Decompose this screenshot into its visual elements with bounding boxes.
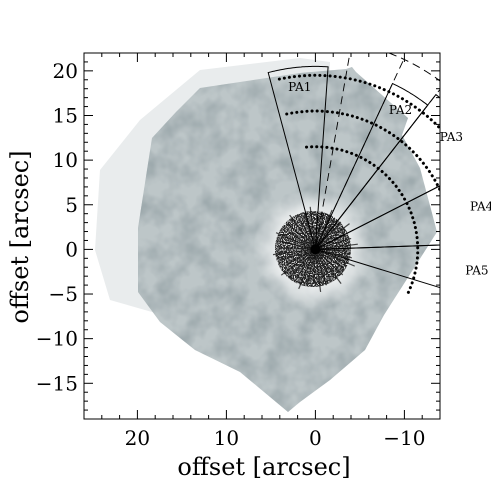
ring-dotted — [277, 73, 440, 131]
mask-ray — [300, 220, 315, 247]
mask-ray — [275, 232, 313, 249]
mask-ray — [279, 249, 313, 261]
mask-ray — [315, 212, 325, 247]
sector-label: PA3 — [440, 130, 463, 144]
x-tick-label: −10 — [383, 426, 425, 450]
y-tick-label: 5 — [65, 193, 78, 217]
mask-ray — [280, 251, 313, 276]
central-mask — [310, 244, 321, 255]
mask-ray — [318, 237, 352, 249]
sector-labels: PA1 PA2 PA3 PA4 PA5 — [288, 80, 491, 278]
sector-outline — [267, 65, 329, 247]
mask-ray — [316, 222, 334, 247]
image-map — [95, 58, 437, 412]
overlay — [267, 53, 440, 295]
mask-ray — [317, 221, 342, 248]
tick-labels: 20 10 0 −10 20 15 10 5 0 −5 −10 −15 — [36, 59, 426, 450]
sector-outline — [316, 82, 429, 247]
y-tick-label: −5 — [49, 282, 78, 306]
y-axis-label: offset [arcsec] — [6, 150, 34, 323]
y-tick-label: 10 — [53, 148, 78, 172]
mask-ray — [286, 250, 313, 265]
y-tick-label: 20 — [53, 59, 78, 83]
y-tick-label: 0 — [65, 237, 78, 261]
mask-ray — [313, 252, 316, 282]
mask-ray — [289, 251, 314, 278]
y-tick-label: −15 — [36, 371, 78, 395]
mask-ray — [315, 252, 327, 286]
mask-ray — [317, 251, 344, 276]
mask-ray — [318, 243, 358, 250]
mask-ray — [309, 206, 316, 246]
y-tick-label: 15 — [53, 104, 78, 128]
x-tick-label: 0 — [309, 426, 322, 450]
mask-ray — [298, 252, 315, 290]
sector-label: PA2 — [389, 103, 412, 117]
x-tick-label: 10 — [214, 426, 239, 450]
mask-ray — [306, 252, 316, 287]
mask-ray — [283, 247, 312, 250]
mask-ray — [318, 248, 348, 252]
mask-ray — [317, 251, 342, 284]
mask-ray — [278, 240, 313, 250]
x-axis-label: offset [arcsec] — [177, 453, 350, 481]
mask-ray — [318, 249, 352, 259]
ring-dotted — [285, 109, 440, 194]
mask-ray — [318, 250, 343, 268]
mask-ray — [287, 223, 314, 248]
x-tick-label: 20 — [125, 426, 150, 450]
mask-ray — [289, 214, 314, 247]
mask-ray — [317, 223, 350, 248]
y-tick-label: −10 — [36, 327, 78, 351]
mask-ray — [288, 231, 313, 248]
sector-label: PA5 — [465, 264, 488, 278]
mask-ray — [315, 252, 322, 292]
ring-dotted — [305, 145, 420, 295]
mask-rays — [272, 206, 358, 292]
spoke-dashed — [315, 53, 351, 246]
mask-ray — [272, 249, 312, 256]
mask-ray — [318, 250, 355, 267]
sector-label: PA4 — [470, 199, 491, 213]
mask-ray — [316, 252, 331, 279]
mask-ray — [297, 252, 314, 277]
axis-ticks — [83, 52, 441, 419]
sector-label: PA1 — [288, 80, 311, 94]
